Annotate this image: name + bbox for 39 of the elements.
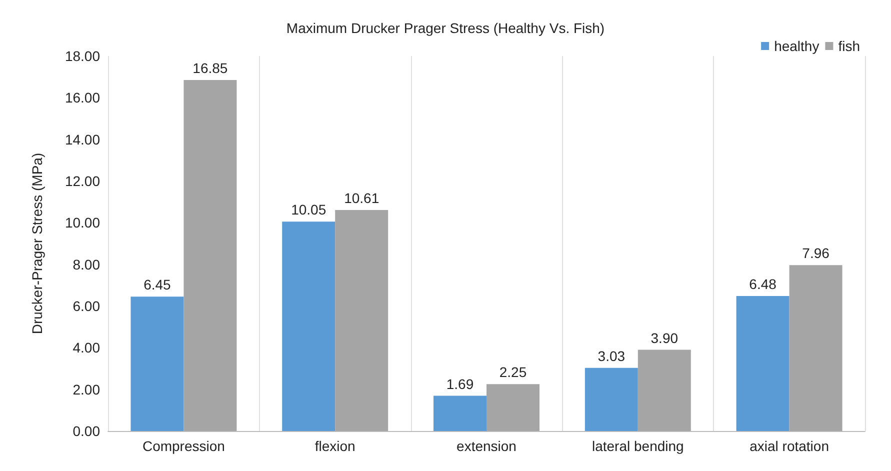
legend-label: fish: [838, 38, 860, 54]
bar: [184, 80, 237, 431]
chart-title: Maximum Drucker Prager Stress (Healthy Vs. Fish): [286, 20, 605, 36]
y-tick-label: 0.00: [72, 423, 100, 439]
y-tick-label: 6.00: [72, 298, 100, 314]
y-tick-label: 16.00: [64, 90, 100, 106]
data-label: 6.48: [749, 276, 777, 292]
data-label: 7.96: [802, 245, 830, 262]
data-label: 10.61: [344, 190, 380, 206]
y-tick-label: 10.00: [64, 214, 100, 231]
data-label: 3.90: [650, 330, 678, 346]
bar: [434, 396, 486, 431]
data-label: 2.25: [499, 364, 527, 380]
x-tick-label: lateral bending: [592, 438, 684, 454]
y-tick-label: 2.00: [72, 381, 100, 398]
data-label: 16.85: [192, 60, 228, 76]
y-tick-label: 14.00: [64, 131, 100, 148]
data-label: 1.69: [446, 376, 474, 392]
x-tick-label: flexion: [314, 438, 356, 454]
y-tick-label: 4.00: [72, 340, 100, 356]
x-tick-label: axial rotation: [750, 438, 829, 454]
y-tick-label: 12.00: [64, 173, 100, 189]
bar: [584, 368, 638, 431]
bar: [789, 265, 842, 431]
y-tick-label: 8.00: [72, 256, 100, 272]
data-label: 3.03: [598, 348, 626, 364]
x-tick-label: Compression: [142, 438, 225, 454]
y-tick-label: 18.00: [64, 48, 100, 64]
data-label: 6.45: [144, 276, 172, 293]
bar: [638, 350, 691, 431]
bar: [130, 296, 184, 431]
legend-label: healthy: [774, 38, 820, 54]
bar: [736, 296, 790, 431]
bar: [335, 210, 388, 431]
bar: [486, 384, 540, 431]
bar: [282, 222, 336, 431]
y-axis-title: Drucker-Prager Stress (MPa): [29, 152, 45, 334]
x-tick-label: extension: [456, 438, 516, 454]
data-label: 10.05: [291, 202, 326, 218]
